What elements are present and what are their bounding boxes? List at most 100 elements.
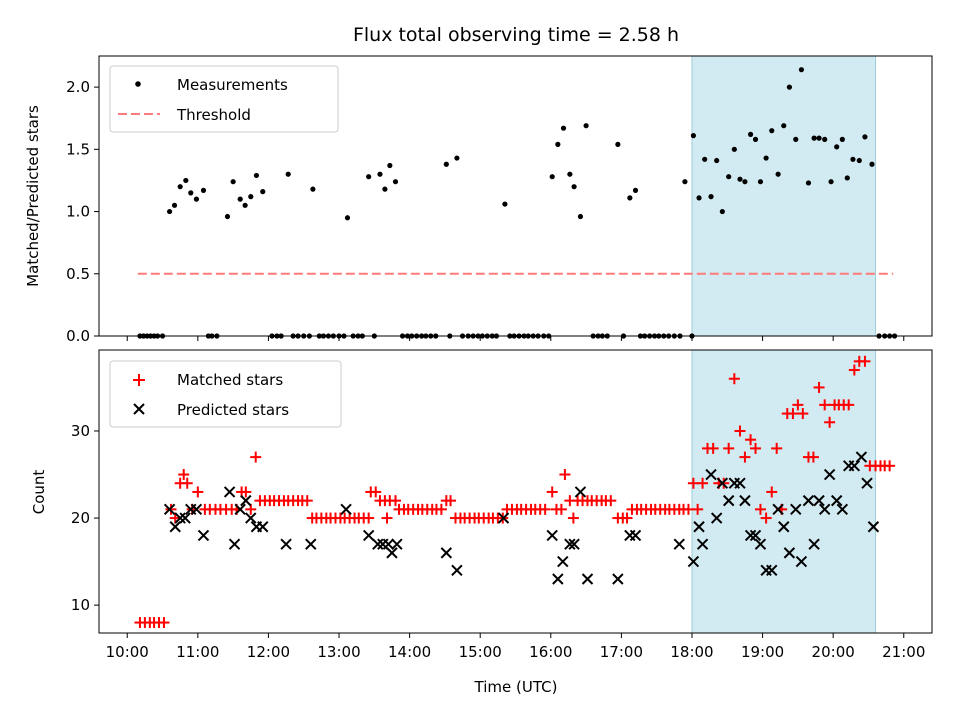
predicted-star-point	[362, 529, 375, 542]
predicted-star-point	[830, 494, 843, 507]
matched-star-point	[555, 503, 567, 515]
matched-star-point	[754, 503, 766, 515]
chart-title: Flux total observing time = 2.58 h	[353, 24, 679, 46]
measurement-point	[230, 179, 236, 185]
predicted-star-point	[687, 555, 700, 568]
predicted-star-point	[813, 494, 825, 507]
predicted-star-point	[861, 477, 873, 489]
matched-star-point	[240, 486, 252, 498]
measurement-point	[248, 194, 254, 200]
measurement-point	[549, 174, 555, 180]
predicted-star-point	[391, 538, 403, 550]
predicted-star-point	[451, 564, 463, 577]
measurement-point	[834, 144, 840, 150]
measurement-point	[171, 202, 178, 208]
matched-star-point	[813, 381, 825, 393]
predicted-star-point	[716, 477, 729, 489]
predicted-star-point	[710, 512, 723, 524]
measurement-point	[627, 195, 633, 201]
predicted-star-point	[867, 521, 880, 533]
measurement-point	[382, 186, 388, 192]
top-legend-box	[109, 65, 339, 133]
top-shaded-region	[691, 55, 877, 337]
x-tick-label: 12:00	[247, 643, 290, 661]
matched-star-point	[734, 425, 746, 437]
predicted-star-point	[546, 529, 558, 542]
x-tick-label: 14:00	[388, 643, 431, 661]
matched-star-point	[723, 442, 735, 454]
legend-predicted-marker-icon	[133, 403, 145, 415]
measurement-point	[454, 155, 460, 161]
measurement-point	[583, 123, 589, 129]
measurement-point	[632, 187, 639, 193]
predicted-star-point	[722, 494, 735, 507]
predicted-star-point	[179, 512, 191, 524]
predicted-star-point	[778, 521, 790, 533]
predicted-star-point	[836, 503, 849, 516]
measurement-point	[714, 157, 720, 164]
top-panel: 0.00.51.01.52.0 Matched/Predicted stars …	[24, 55, 933, 345]
measurement-point	[285, 171, 291, 177]
measurement-point	[443, 161, 449, 167]
measurement-point	[188, 190, 194, 196]
matched-star-point	[381, 512, 393, 524]
measurement-point	[731, 146, 737, 152]
predicted-star-point	[245, 512, 257, 524]
measurement-point	[763, 155, 769, 161]
measurement-point	[615, 141, 621, 147]
predicted-star-point	[305, 538, 317, 550]
predicted-star-point	[855, 451, 868, 463]
x-axis-label: Time (UTC)	[474, 678, 558, 696]
matched-star-point	[766, 486, 778, 498]
y-tick-label: 1.0	[66, 203, 90, 221]
y-tick-label: 20	[71, 509, 90, 527]
bottom-x-ticks: 10:00 11:00 12:00 13:00 14:00 15:00 16:00 17:00…	[106, 633, 925, 661]
y-tick-label: 30	[71, 422, 90, 440]
bottom-shaded-region	[691, 349, 877, 634]
measurement-point	[781, 123, 787, 129]
legend-measurements-label: Measurements	[177, 76, 288, 94]
predicted-star-point	[772, 503, 784, 516]
matched-star-point	[158, 617, 170, 629]
matched-star-point	[787, 408, 799, 420]
predicted-star-point	[766, 564, 778, 577]
measurement-point	[862, 134, 868, 140]
predicted-star-point	[197, 529, 210, 542]
predicted-star-point	[823, 468, 836, 481]
bottom-y-ticks: 10 20 30	[71, 422, 99, 614]
measurement-point	[757, 179, 764, 185]
measurement-point	[502, 201, 508, 207]
measurement-point	[726, 174, 732, 180]
measurement-point	[822, 136, 828, 142]
bottom-legend: Matched stars Predicted stars	[109, 360, 342, 428]
matched-star-point	[301, 495, 313, 507]
matched-star-point	[435, 503, 447, 515]
top-y-ticks: 0.0 0.5 1.0 1.5 2.0	[66, 78, 99, 345]
top-y-axis-label: Matched/Predicted stars	[24, 105, 42, 287]
x-tick-label: 20:00	[812, 643, 855, 661]
y-tick-label: 2.0	[66, 78, 90, 96]
matched-star-point	[363, 512, 375, 524]
predicted-star-point	[574, 486, 587, 498]
predicted-star-point	[581, 573, 594, 585]
matched-star-point	[621, 512, 633, 524]
predicted-star-point	[557, 555, 569, 568]
measurement-point	[811, 135, 817, 141]
matched-star-point	[739, 451, 751, 463]
measurement-point	[260, 189, 266, 195]
predicted-star-point	[280, 538, 292, 550]
measurement-point	[702, 156, 708, 162]
matched-star-point	[605, 495, 617, 507]
predicted-star-point	[234, 503, 246, 516]
measurement-point	[786, 84, 793, 90]
predicted-star-point	[190, 503, 203, 516]
predicted-star-point	[754, 538, 767, 550]
matched-star-point	[687, 477, 699, 489]
predicted-star-point	[696, 538, 709, 550]
measurement-point	[775, 171, 781, 177]
x-tick-label: 13:00	[317, 643, 360, 661]
predicted-star-point	[174, 512, 186, 524]
matched-star-point	[178, 469, 190, 481]
matched-star-point	[692, 503, 704, 515]
x-tick-label: 21:00	[882, 643, 925, 661]
